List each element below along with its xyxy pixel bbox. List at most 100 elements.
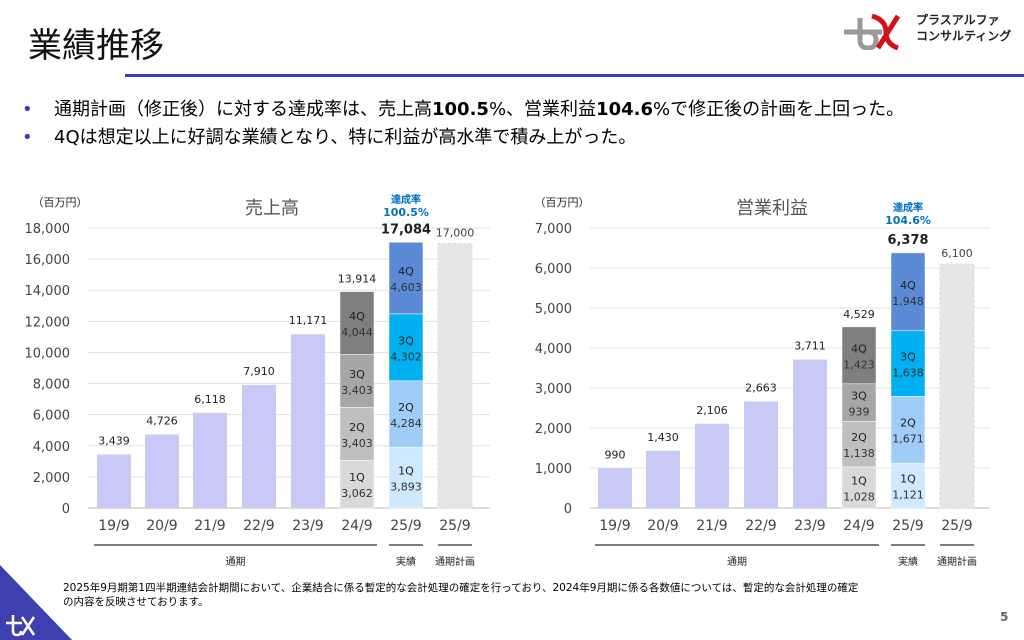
quarter-value-label: 3,403	[341, 384, 373, 397]
quarter-value-label: 4,284	[390, 417, 422, 430]
page-title: 業績推移	[28, 26, 164, 66]
x-tick-label: 23/9	[794, 518, 825, 534]
bar-value-label: 2,106	[696, 404, 728, 417]
bar-value-label: 11,171	[289, 314, 328, 327]
y-tick-label: 2,000	[535, 422, 572, 437]
y-tick-label: 14,000	[25, 284, 71, 299]
quarter-value-label: 1,028	[843, 490, 875, 503]
quarter-value-label: 4,302	[390, 350, 422, 363]
annual-bar	[97, 454, 131, 508]
bar-value-label: 4,726	[146, 414, 178, 427]
y-tick-label: 0	[564, 502, 572, 517]
quarter-label: 3Q	[851, 390, 867, 403]
quarter-label: 1Q	[900, 473, 916, 486]
y-tick-label: 4,000	[535, 342, 572, 357]
quarter-value-label: 1,948	[892, 295, 924, 308]
quarter-value-label: 3,403	[341, 437, 373, 450]
annual-bar	[291, 334, 325, 508]
annual-bar	[744, 401, 778, 508]
y-tick-label: 16,000	[25, 253, 71, 268]
stacked-segment-1Q	[841, 466, 877, 509]
bar-value-label: 990	[605, 448, 626, 461]
bar-value-label: 6,118	[194, 393, 226, 406]
x-tick-label: 19/9	[599, 518, 630, 534]
logo-text-line2: コンサルティング	[916, 29, 1012, 43]
quarter-label: 1Q	[398, 465, 414, 478]
bar-value-label: 2,663	[745, 381, 777, 394]
bar-value-label: 3,711	[794, 340, 826, 353]
total-label: 13,914	[338, 273, 377, 286]
group-label: 通期計画	[435, 555, 475, 568]
quarter-label: 1Q	[349, 471, 365, 484]
annual-bar	[646, 450, 680, 508]
quarter-label: 1Q	[851, 474, 867, 487]
achievement-label: 達成率	[391, 193, 421, 206]
quarter-label: 3Q	[900, 351, 916, 364]
y-tick-label: 2,000	[33, 471, 70, 486]
y-tick-label: 18,000	[25, 222, 71, 237]
quarter-value-label: 3,062	[341, 487, 373, 500]
quarter-value-label: 939	[849, 406, 870, 419]
group-label: 通期計画	[937, 555, 977, 568]
bullet-1: 通期計画（修正後）に対する達成率は、売上高100.5%、営業利益104.6%で修…	[22, 96, 904, 124]
x-tick-label: 25/9	[439, 518, 470, 534]
quarter-value-label: 1,671	[892, 433, 924, 446]
plan-value-label: 17,000	[436, 227, 475, 240]
achievement-label: 達成率	[893, 201, 923, 214]
total-label: 4,529	[843, 308, 875, 321]
stacked-segment-1Q	[890, 462, 926, 509]
stacked-segment-3Q	[890, 330, 926, 397]
y-tick-label: 12,000	[25, 315, 71, 330]
annual-bar	[695, 423, 729, 508]
total-label: 6,378	[887, 233, 928, 248]
stacked-segment-1Q	[388, 447, 424, 509]
plan-bar	[939, 263, 975, 509]
sales-rate: 100.5	[432, 99, 489, 120]
bar-value-label: 7,910	[243, 365, 275, 378]
plan-bar	[437, 243, 473, 509]
group-label: 通期	[727, 556, 747, 568]
logo-text: プラスアルファ コンサルティング	[916, 12, 1011, 44]
bar-value-label: 3,439	[98, 435, 130, 448]
quarter-label: 2Q	[349, 421, 365, 434]
x-tick-label: 22/9	[745, 518, 776, 534]
footnote: 2025年9月期第1四半期連結会計期間において、企業結合に係る暫定的な会計処理の…	[63, 582, 859, 608]
y-tick-label: 8,000	[33, 378, 70, 393]
bullet-text: %、営業利益	[488, 99, 597, 120]
y-tick-label: 7,000	[535, 222, 572, 237]
total-label: 17,084	[381, 222, 431, 237]
x-tick-label: 21/9	[696, 518, 727, 534]
quarter-label: 4Q	[398, 265, 414, 278]
x-tick-label: 20/9	[146, 518, 177, 534]
quarter-label: 2Q	[398, 401, 414, 414]
x-tick-label: 24/9	[843, 518, 874, 534]
y-tick-label: 10,000	[25, 346, 71, 361]
stacked-segment-3Q	[388, 313, 424, 382]
quarter-label: 4Q	[851, 342, 867, 355]
quarter-value-label: 4,603	[390, 281, 422, 294]
quarter-label: 2Q	[851, 431, 867, 444]
bullet-text: %で修正後の計画を上回った。	[652, 99, 905, 120]
achievement-value: 100.5%	[383, 206, 429, 219]
x-tick-label: 24/9	[341, 518, 372, 534]
stacked-segment-2Q	[388, 380, 424, 448]
stacked-segment-3Q	[841, 383, 877, 422]
group-label: 通期	[226, 556, 246, 568]
annual-bar	[793, 359, 827, 508]
x-tick-label: 21/9	[194, 518, 225, 534]
annual-bar	[145, 434, 179, 508]
quarter-value-label: 1,121	[892, 489, 924, 502]
stacked-segment-4Q	[841, 326, 877, 385]
quarter-label: 4Q	[349, 310, 365, 323]
x-tick-label: 25/9	[892, 518, 923, 534]
corner-logo-icon	[0, 565, 72, 640]
achievement-value: 104.6%	[885, 214, 931, 227]
page-number: 5	[1000, 610, 1009, 624]
bar-value-label: 1,430	[647, 431, 679, 444]
summary-bullets: 通期計画（修正後）に対する達成率は、売上高100.5%、営業利益104.6%で修…	[22, 96, 904, 152]
y-tick-label: 1,000	[535, 462, 572, 477]
stacked-segment-1Q	[339, 460, 375, 509]
y-tick-label: 6,000	[33, 409, 70, 424]
quarter-value-label: 1,423	[843, 358, 875, 371]
